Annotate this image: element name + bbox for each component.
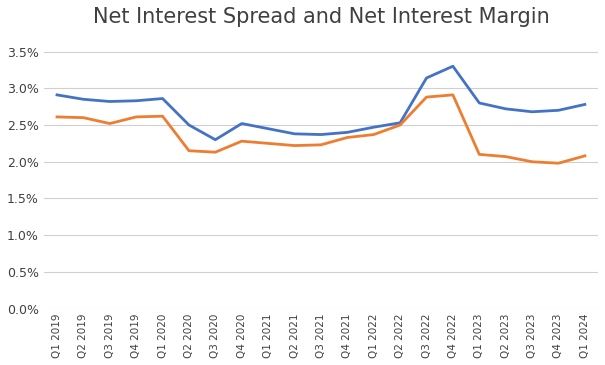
Interest Spread: [528, 160, 535, 164]
NIM: [396, 120, 404, 125]
NIM: [53, 93, 60, 97]
Interest Spread: [423, 95, 430, 99]
Interest Spread: [291, 143, 298, 148]
Interest Spread: [185, 149, 192, 153]
NIM: [423, 76, 430, 80]
NIM: [80, 97, 87, 101]
NIM: [212, 138, 219, 142]
NIM: [238, 121, 246, 126]
Interest Spread: [106, 121, 113, 126]
NIM: [159, 96, 166, 101]
NIM: [581, 102, 589, 107]
NIM: [185, 123, 192, 127]
Interest Spread: [476, 152, 483, 157]
NIM: [264, 127, 272, 131]
NIM: [106, 99, 113, 104]
Interest Spread: [396, 123, 404, 127]
Interest Spread: [238, 139, 246, 143]
NIM: [317, 132, 324, 137]
Line: Interest Spread: Interest Spread: [57, 95, 585, 163]
NIM: [502, 107, 509, 111]
NIM: [132, 99, 140, 103]
Interest Spread: [264, 141, 272, 146]
NIM: [291, 132, 298, 136]
Interest Spread: [370, 132, 378, 137]
Interest Spread: [502, 154, 509, 159]
Interest Spread: [80, 115, 87, 120]
Interest Spread: [132, 115, 140, 119]
Interest Spread: [212, 150, 219, 154]
NIM: [344, 130, 351, 135]
NIM: [555, 108, 562, 112]
Interest Spread: [317, 143, 324, 147]
Interest Spread: [555, 161, 562, 165]
NIM: [528, 110, 535, 114]
NIM: [370, 125, 378, 130]
Interest Spread: [581, 154, 589, 158]
Interest Spread: [159, 114, 166, 118]
NIM: [450, 64, 457, 68]
Interest Spread: [450, 93, 457, 97]
Line: NIM: NIM: [57, 66, 585, 140]
NIM: [476, 101, 483, 105]
Interest Spread: [53, 115, 60, 119]
Title: Net Interest Spread and Net Interest Margin: Net Interest Spread and Net Interest Mar…: [93, 7, 549, 27]
Interest Spread: [344, 135, 351, 140]
